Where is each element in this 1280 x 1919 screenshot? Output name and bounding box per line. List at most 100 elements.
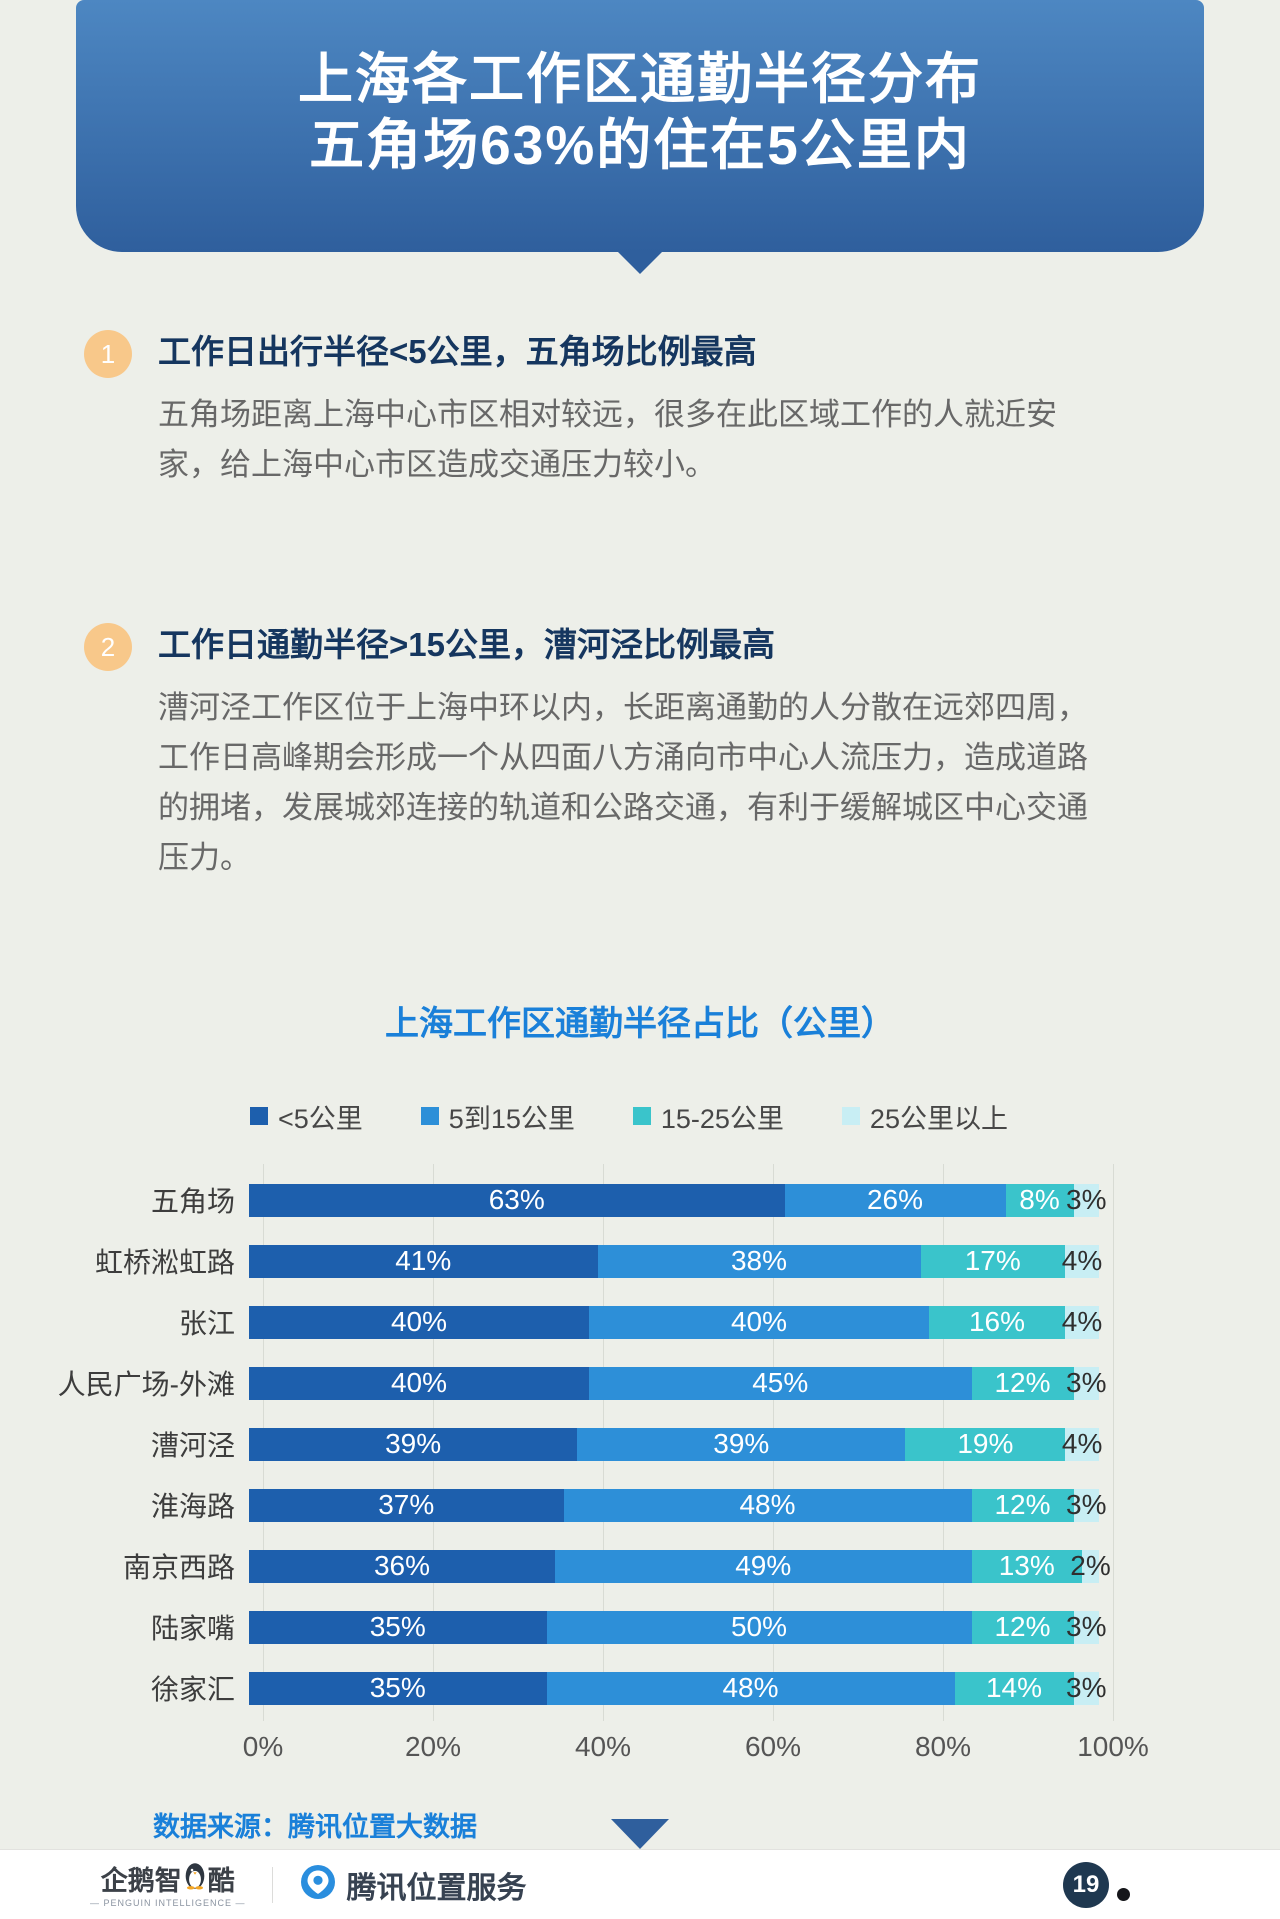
bar-value-label: 3% bbox=[1066, 1672, 1107, 1703]
footer-dot bbox=[1117, 1888, 1130, 1901]
footer-page-indicator: 19 bbox=[1063, 1861, 1130, 1908]
chart-x-axis: 0% 20% 40% 60% 80% 100% bbox=[243, 1730, 1149, 1771]
bar-segment: 4% bbox=[1061, 1305, 1103, 1339]
row-label: 张江 bbox=[178, 1308, 235, 1339]
penguin-intelligence-logo: 企鹅智 酷 — PENGUIN INTELLIGENCE — bbox=[90, 1862, 246, 1908]
bar-value-label: 48% bbox=[722, 1672, 779, 1703]
row-label: 五角场 bbox=[150, 1186, 235, 1217]
bar-value-label: 16% bbox=[968, 1306, 1026, 1337]
bar-value-label: 36% bbox=[373, 1550, 431, 1581]
chart-rows: 五角场 63% 26% 8% 3% 虹桥淞虹路 41% 38% 17% 4% 张江 40% 40% 16%… bbox=[23, 1170, 1113, 1719]
legend-label: 5到15公里 bbox=[448, 1103, 575, 1134]
chart-row: 南京西路 36% 49% 13% 2% bbox=[23, 1536, 1113, 1597]
bar-value-label: 35% bbox=[369, 1611, 426, 1642]
bar-segment: 40% bbox=[589, 1305, 929, 1339]
bar-segment: 12% bbox=[971, 1488, 1074, 1522]
legend-swatch-icon bbox=[420, 1107, 439, 1125]
bar-value-label: 35% bbox=[369, 1672, 426, 1703]
bar-segment: 3% bbox=[1066, 1366, 1106, 1400]
legend-item: 25公里以上 bbox=[841, 1097, 1008, 1136]
row-label: 徐家汇 bbox=[150, 1674, 235, 1705]
chart-title: 上海工作区通勤半径占比（公里） bbox=[385, 1004, 895, 1043]
bar-segment: 12% bbox=[971, 1610, 1074, 1644]
bar-value-label: 45% bbox=[752, 1367, 809, 1398]
penguin-logo-subtitle: — PENGUIN INTELLIGENCE — bbox=[90, 1897, 246, 1908]
bar-value-label: 3% bbox=[1066, 1184, 1107, 1215]
key-points-section: 1 工作日出行半径<5公里，五角场比例最高 五角场距离上海中心市区相对较远，很多… bbox=[0, 330, 1280, 884]
chart-area: 五角场 63% 26% 8% 3% 虹桥淞虹路 41% 38% 17% 4% 张江 40% 40% 16%… bbox=[23, 1163, 1149, 1771]
bar-track: 39% 39% 19% 4% bbox=[249, 1427, 1103, 1461]
bar-value-label: 40% bbox=[390, 1367, 448, 1398]
legend-item: 15-25公里 bbox=[632, 1097, 784, 1136]
chart-row: 淮海路 37% 48% 12% 3% bbox=[23, 1475, 1113, 1536]
chart-row: 五角场 63% 26% 8% 3% bbox=[23, 1170, 1113, 1231]
bar-segment: 16% bbox=[929, 1305, 1065, 1339]
legend-item: 5到15公里 bbox=[420, 1097, 575, 1136]
footer-separator bbox=[271, 1866, 273, 1903]
footer-notch-triangle bbox=[611, 1819, 669, 1849]
bar-segment: 45% bbox=[589, 1366, 972, 1400]
chart-row: 人民广场-外滩 40% 45% 12% 3% bbox=[23, 1353, 1113, 1414]
bar-segment: 36% bbox=[249, 1549, 555, 1583]
bar-value-label: 3% bbox=[1066, 1611, 1107, 1642]
point-1: 1 工作日出行半径<5公里，五角场比例最高 五角场距离上海中心市区相对较远，很多… bbox=[84, 330, 1190, 490]
bar-value-label: 38% bbox=[730, 1245, 788, 1276]
chart-row: 陆家嘴 35% 50% 12% 3% bbox=[23, 1597, 1113, 1658]
bar-value-label: 12% bbox=[994, 1367, 1051, 1398]
legend-swatch-icon bbox=[250, 1107, 268, 1125]
penguin-logo-text: 企鹅智 酷 bbox=[101, 1862, 235, 1895]
footer-logos: 企鹅智 酷 — PENGUIN INTELLIGENCE — bbox=[90, 1862, 527, 1908]
row-label: 漕河泾 bbox=[150, 1430, 235, 1461]
bar-segment: 37% bbox=[249, 1488, 564, 1522]
chart-plot: 五角场 63% 26% 8% 3% 虹桥淞虹路 41% 38% 17% 4% 张江 40% 40% 16%… bbox=[23, 1163, 1114, 1721]
bar-value-label: 3% bbox=[1066, 1367, 1107, 1398]
axis-tick-label: 100% bbox=[1077, 1730, 1149, 1762]
bar-segment: 2% bbox=[1070, 1549, 1111, 1583]
bar-value-label: 37% bbox=[378, 1489, 435, 1520]
bar-segment: 3% bbox=[1066, 1610, 1106, 1644]
legend-label: 15-25公里 bbox=[660, 1103, 784, 1134]
axis-tick-label: 40% bbox=[574, 1730, 632, 1762]
bar-segment: 63% bbox=[249, 1183, 785, 1217]
point-1-number-badge: 1 bbox=[84, 330, 132, 378]
legend-item: <5公里 bbox=[250, 1097, 363, 1136]
page-footer: 企鹅智 酷 — PENGUIN INTELLIGENCE — bbox=[0, 1849, 1280, 1919]
bar-track: 36% 49% 13% 2% bbox=[249, 1549, 1111, 1583]
point-2-text: 工作日通勤半径>15公里，漕河泾比例最高 漕河泾工作区位于上海中环以内，长距离通… bbox=[158, 625, 1108, 883]
bar-track: 35% 50% 12% 3% bbox=[249, 1610, 1106, 1644]
penguin-logo-text-left: 企鹅智 bbox=[100, 1865, 182, 1896]
bar-segment: 35% bbox=[249, 1610, 547, 1644]
bar-value-label: 3% bbox=[1066, 1489, 1107, 1520]
header-banner: 上海各工作区通勤半径分布 五角场63%的住在5公里内 bbox=[76, 0, 1204, 274]
bar-value-label: 8% bbox=[1019, 1184, 1060, 1215]
chart-row: 徐家汇 35% 48% 14% 3% bbox=[23, 1658, 1113, 1719]
chart-legend: <5公里 5到15公里 15-25公里 25公里以上 bbox=[250, 1097, 1280, 1136]
bar-value-label: 4% bbox=[1061, 1306, 1103, 1337]
point-2: 2 工作日通勤半径>15公里，漕河泾比例最高 漕河泾工作区位于上海中环以内，长距… bbox=[84, 623, 1190, 883]
bar-value-label: 4% bbox=[1061, 1428, 1103, 1459]
bar-value-label: 50% bbox=[730, 1611, 788, 1642]
bar-segment: 8% bbox=[1005, 1183, 1074, 1217]
header-title-line1: 上海各工作区通勤半径分布 bbox=[297, 48, 982, 110]
bar-value-label: 40% bbox=[730, 1306, 788, 1337]
bar-segment: 38% bbox=[597, 1244, 921, 1278]
gridline bbox=[1113, 1163, 1114, 1721]
bar-value-label: 49% bbox=[735, 1550, 792, 1581]
bar-segment: 4% bbox=[1061, 1427, 1103, 1461]
row-label: 人民广场-外滩 bbox=[57, 1369, 235, 1400]
bar-value-label: 12% bbox=[994, 1489, 1051, 1520]
bar-value-label: 2% bbox=[1070, 1550, 1111, 1581]
row-label: 南京西路 bbox=[122, 1552, 235, 1583]
bar-segment: 17% bbox=[920, 1244, 1065, 1278]
point-1-text: 工作日出行半径<5公里，五角场比例最高 五角场距离上海中心市区相对较远，很多在此… bbox=[158, 332, 1108, 490]
bar-value-label: 19% bbox=[957, 1428, 1014, 1459]
penguin-logo-text-right: 酷 bbox=[207, 1865, 235, 1896]
row-label: 虹桥淞虹路 bbox=[94, 1247, 235, 1278]
bar-value-label: 26% bbox=[866, 1184, 924, 1215]
chart-row: 虹桥淞虹路 41% 38% 17% 4% bbox=[23, 1231, 1113, 1292]
legend-label: 25公里以上 bbox=[869, 1103, 1008, 1134]
bar-segment: 4% bbox=[1062, 1244, 1102, 1278]
data-source-note: 数据来源：腾讯位置大数据 bbox=[153, 1811, 477, 1842]
bar-segment: 48% bbox=[546, 1671, 955, 1705]
